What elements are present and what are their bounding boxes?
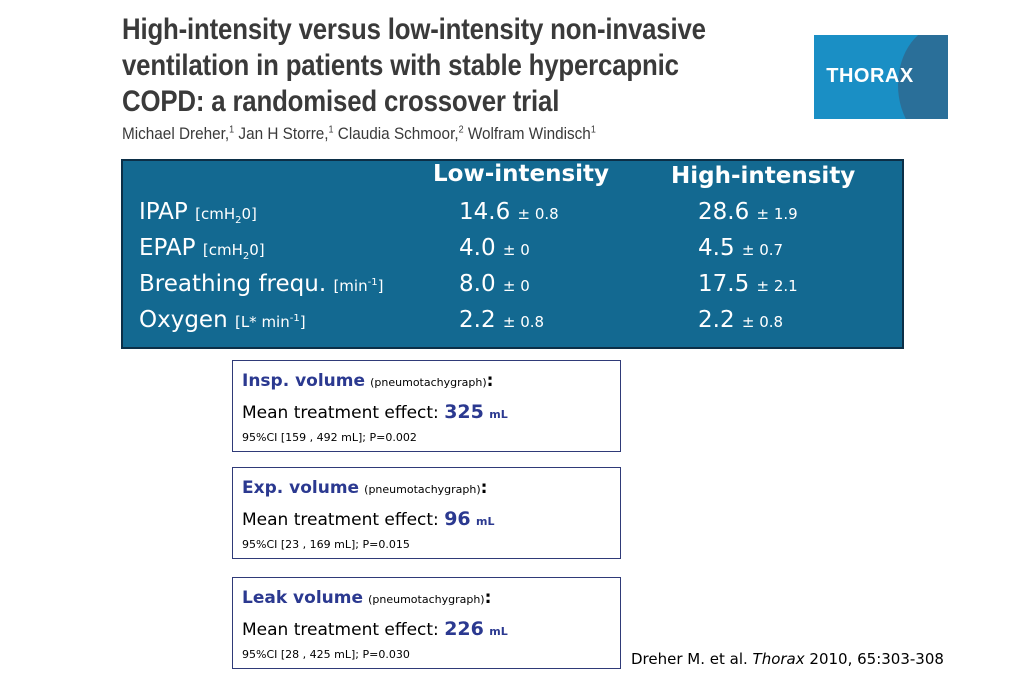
treatment-effect: Mean treatment effect: 325 mL [242,401,508,423]
leak-volume-box: Leak volume (pneumotachygraph): Mean tre… [232,577,621,669]
author-affiliation: 1 [328,124,334,136]
parameter-name: Breathing frequ. [139,271,327,297]
table-row: Breathing frequ. [min-1] 8.0 ± 0 17.5 ± … [123,271,902,307]
insp-volume-box: Insp. volume (pneumotachygraph): Mean tr… [232,360,621,452]
parameter-unit: [L* min-1] [234,313,306,331]
high-value: 2.2 ± 0.8 [698,307,784,333]
low-value: 2.2 ± 0.8 [459,307,545,333]
title-line-3: COPD: a randomised crossover trial [122,85,560,118]
thorax-logo: THORAX [814,35,948,119]
title-line-1: High-intensity versus low-intensity non-… [122,13,706,46]
exp-volume-box: Exp. volume (pneumotachygraph): Mean tre… [232,467,621,559]
author-name: Jan H Storre, [234,124,329,143]
logo-band [898,35,948,119]
parameter-unit: [cmH20] [202,241,265,262]
low-value: 14.6 ± 0.8 [459,199,559,225]
author-name: Wolfram Windisch [463,124,591,143]
logo-text: THORAX [826,65,914,87]
row-label: EPAP [cmH20] [139,235,265,262]
high-value: 28.6 ± 1.9 [698,199,798,225]
author-affiliation: 1 [590,124,596,136]
treatment-effect: Mean treatment effect: 96 mL [242,508,495,530]
title-line-2: ventilation in patients with stable hype… [122,49,679,82]
column-header-low: Low-intensity [433,161,610,187]
row-label: Oxygen [L* min-1] [139,307,306,333]
table-row: Oxygen [L* min-1] 2.2 ± 0.8 2.2 ± 0.8 [123,307,902,343]
parameter-name: Oxygen [139,307,228,333]
author-affiliation: 1 [229,124,235,136]
author-name: Michael Dreher, [122,124,230,143]
journal-name: Thorax [752,650,805,668]
parameter-unit: [cmH20] [195,205,257,226]
parameter-name: IPAP [139,199,188,225]
row-label: Breathing frequ. [min-1] [139,271,383,297]
treatment-effect: Mean treatment effect: 226 mL [242,618,508,640]
row-label: IPAP [cmH20] [139,199,257,226]
box-heading: Leak volume (pneumotachygraph): [242,588,492,608]
column-header-high: High-intensity [671,163,856,189]
parameter-name: EPAP [139,235,196,261]
citation: Dreher M. et al. Thorax 2010, 65:303-308 [631,650,944,668]
author-affiliation: 2 [458,124,464,136]
low-value: 4.0 ± 0 [459,235,530,261]
author-list: Michael Dreher,1 Jan H Storre,1 Claudia … [122,124,596,144]
box-heading: Exp. volume (pneumotachygraph): [242,478,488,498]
high-value: 17.5 ± 2.1 [698,271,798,297]
author-name: Claudia Schmoor, [333,124,459,143]
box-heading: Insp. volume (pneumotachygraph): [242,371,494,391]
confidence-interval: 95%CI [159 , 492 mL]; P=0.002 [242,431,417,444]
confidence-interval: 95%CI [23 , 169 mL]; P=0.015 [242,538,410,551]
article-title: High-intensity versus low-intensity non-… [122,12,706,120]
table-row: EPAP [cmH20] 4.0 ± 0 4.5 ± 0.7 [123,235,902,271]
high-value: 4.5 ± 0.7 [698,235,784,261]
parameter-unit: [min-1] [333,277,384,295]
table-row: IPAP [cmH20] 14.6 ± 0.8 28.6 ± 1.9 [123,199,902,235]
confidence-interval: 95%CI [28 , 425 mL]; P=0.030 [242,648,410,661]
low-value: 8.0 ± 0 [459,271,530,297]
ventilation-settings-table: Low-intensity High-intensity IPAP [cmH20… [121,159,904,349]
